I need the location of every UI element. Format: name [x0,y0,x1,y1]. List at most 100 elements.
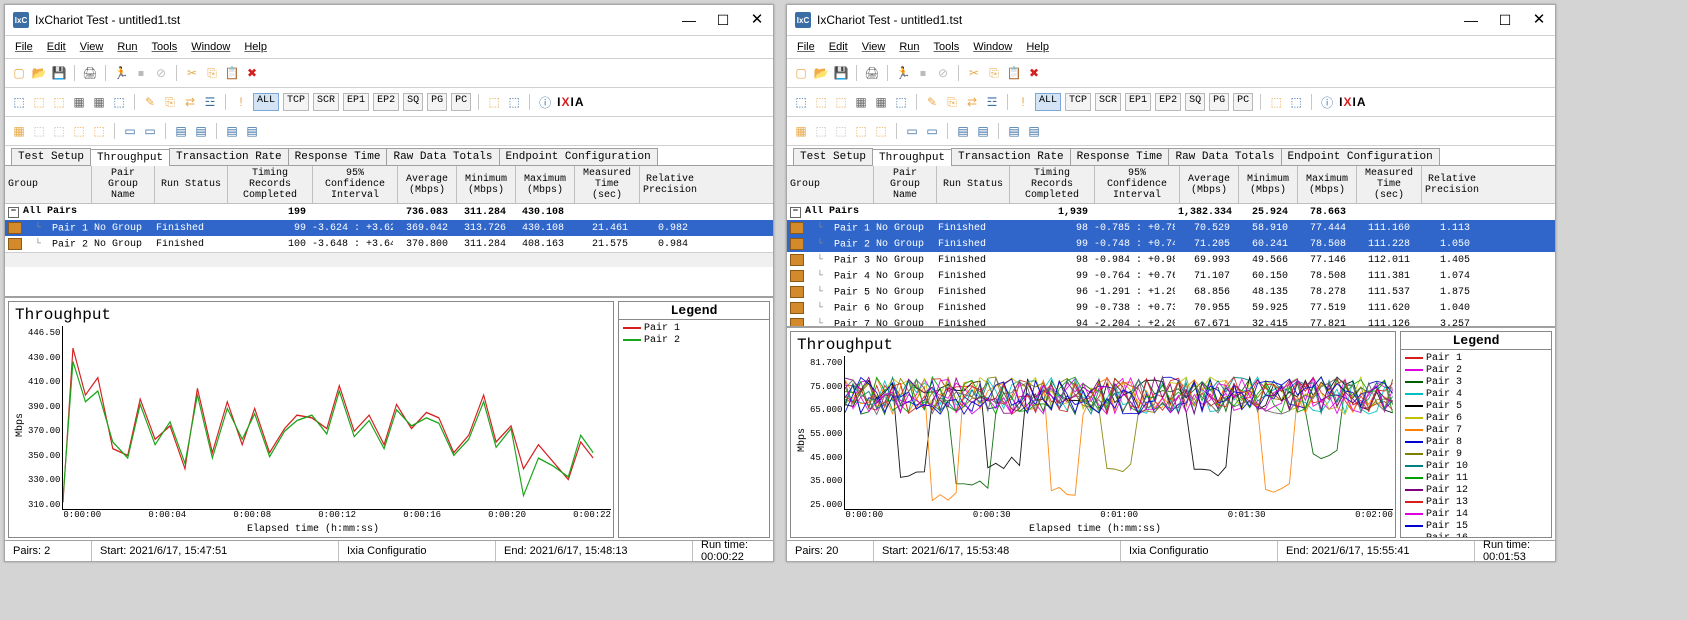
tab-test-setup[interactable]: Test Setup [793,148,873,165]
col-avg[interactable]: Average (Mbps) [398,166,457,203]
col-runstatus[interactable]: Run Status [155,166,228,203]
maximize-button[interactable]: ☐ [713,12,733,28]
col-ci[interactable]: 95% Confidence Interval [313,166,398,203]
grid2-icon[interactable]: ▤ [975,123,991,139]
legend-item[interactable]: Pair 10 [1405,460,1547,472]
menu-view[interactable]: View [80,41,104,53]
menu-edit[interactable]: Edit [47,41,66,53]
table-row[interactable]: └Pair 2 No Group Finished 99 -0.748 : +0… [787,236,1555,252]
save-icon[interactable]: 💾 [833,65,849,81]
grid1-icon[interactable]: ▤ [955,123,971,139]
close-button[interactable]: ✕ [747,12,767,28]
export-icon[interactable]: ⬚ [1288,94,1304,110]
legend-item[interactable]: Pair 1 [623,322,765,334]
voip-icon[interactable]: ▦ [853,94,869,110]
menu-file[interactable]: File [797,41,815,53]
menu-tools[interactable]: Tools [934,41,960,53]
swap-icon[interactable]: ⇄ [182,94,198,110]
new-icon[interactable]: ▢ [793,65,809,81]
app-icon[interactable]: ⬚ [111,94,127,110]
multicast-icon[interactable]: ⬚ [31,94,47,110]
open-icon[interactable]: 📂 [31,65,47,81]
cut-icon[interactable]: ✂ [184,65,200,81]
table-row[interactable]: └Pair 2 No Group Finished 100 -3.648 : +… [5,236,773,252]
view4-icon[interactable]: ⬚ [853,123,869,139]
menu-help[interactable]: Help [244,41,267,53]
legend-item[interactable]: Pair 7 [1405,424,1547,436]
multicast-icon[interactable]: ⬚ [813,94,829,110]
menu-help[interactable]: Help [1026,41,1049,53]
col-min[interactable]: Minimum (Mbps) [1239,166,1298,203]
chart-icon[interactable]: ⬚ [1268,94,1284,110]
zoom1-icon[interactable]: ▭ [122,123,138,139]
view5-icon[interactable]: ⬚ [91,123,107,139]
warn-icon[interactable]: ! [1015,94,1031,110]
print-icon[interactable]: 🖨 [864,65,880,81]
ep2-btn[interactable]: EP2 [373,93,399,111]
summary-row[interactable]: −All Pairs 199 736.083 311.284 430.108 [5,204,773,220]
tcp-btn[interactable]: TCP [283,93,309,111]
pair-icon[interactable]: ⬚ [11,94,27,110]
col-timing[interactable]: Timing Records Completed [228,166,313,203]
view5-icon[interactable]: ⬚ [873,123,889,139]
pair-icon[interactable]: ⬚ [793,94,809,110]
minimize-button[interactable]: — [679,12,699,28]
minimize-button[interactable]: — [1461,12,1481,28]
export-icon[interactable]: ⬚ [506,94,522,110]
all-btn[interactable]: ALL [253,93,279,111]
summary-row[interactable]: −All Pairs 1,939 1,382.334 25.924 78.663 [787,204,1555,220]
zoom2-icon[interactable]: ▭ [924,123,940,139]
tcp-btn[interactable]: TCP [1065,93,1091,111]
video-icon[interactable]: ▦ [91,94,107,110]
info-icon[interactable]: ⓘ [537,94,553,110]
view3-icon[interactable]: ⬚ [51,123,67,139]
delete-icon[interactable]: ✖ [244,65,260,81]
plot-area[interactable]: 0:00:000:00:300:01:000:01:300:02:00 [844,356,1393,510]
col-timing[interactable]: Timing Records Completed [1010,166,1095,203]
table-row[interactable]: └Pair 6 No Group Finished 99 -0.738 : +0… [787,300,1555,316]
paste-icon[interactable]: 📋 [1006,65,1022,81]
col-runstatus[interactable]: Run Status [937,166,1010,203]
col-group[interactable]: Group [787,166,874,203]
grid4-icon[interactable]: ▤ [244,123,260,139]
col-rp[interactable]: Relative Precision [640,166,700,203]
legend-item[interactable]: Pair 8 [1405,436,1547,448]
col-pairgroup[interactable]: Pair Group Name [92,166,155,203]
legend-item[interactable]: Pair 1 [1405,352,1547,364]
pg-btn[interactable]: PG [1209,93,1229,111]
legend-item[interactable]: Pair 13 [1405,496,1547,508]
delete-icon[interactable]: ✖ [1026,65,1042,81]
clone-icon[interactable]: ⎘ [944,94,960,110]
legend-item[interactable]: Pair 2 [623,334,765,346]
col-rp[interactable]: Relative Precision [1422,166,1482,203]
legend-item[interactable]: Pair 15 [1405,520,1547,532]
table-row[interactable]: └Pair 7 No Group Finished 94 -2.204 : +2… [787,316,1555,327]
tab-endpoint-configuration[interactable]: Endpoint Configuration [499,148,658,165]
zoom2-icon[interactable]: ▭ [142,123,158,139]
menu-edit[interactable]: Edit [829,41,848,53]
app-icon[interactable]: ⬚ [893,94,909,110]
tab-test-setup[interactable]: Test Setup [11,148,91,165]
tab-response-time[interactable]: Response Time [1070,148,1170,165]
col-mtime[interactable]: Measured Time (sec) [575,166,640,203]
voip-icon[interactable]: ▦ [71,94,87,110]
tab-throughput[interactable]: Throughput [90,149,170,166]
legend-item[interactable]: Pair 4 [1405,388,1547,400]
col-avg[interactable]: Average (Mbps) [1180,166,1239,203]
col-ci[interactable]: 95% Confidence Interval [1095,166,1180,203]
tab-raw-data-totals[interactable]: Raw Data Totals [1168,148,1281,165]
script-icon[interactable]: ☲ [984,94,1000,110]
abort-icon[interactable]: ⊘ [153,65,169,81]
cut-icon[interactable]: ✂ [966,65,982,81]
table-row[interactable]: └Pair 1 No Group Finished 98 -0.785 : +0… [787,220,1555,236]
view1-icon[interactable]: ▦ [793,123,809,139]
endpoint-icon[interactable]: ⬚ [833,94,849,110]
pg-btn[interactable]: PG [427,93,447,111]
run-icon[interactable]: 🏃 [895,65,911,81]
view3-icon[interactable]: ⬚ [833,123,849,139]
copy-icon[interactable]: ⎘ [986,65,1002,81]
table-row[interactable]: └Pair 4 No Group Finished 99 -0.764 : +0… [787,268,1555,284]
plot-area[interactable]: 0:00:000:00:040:00:080:00:120:00:160:00:… [62,326,611,510]
copy-icon[interactable]: ⎘ [204,65,220,81]
script-icon[interactable]: ☲ [202,94,218,110]
